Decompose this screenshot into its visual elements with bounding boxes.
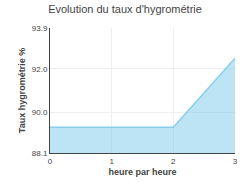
- svg-text:2: 2: [171, 157, 176, 166]
- svg-text:Taux hygrométrie %: Taux hygrométrie %: [17, 48, 27, 133]
- svg-text:88.1: 88.1: [32, 149, 48, 158]
- svg-text:93.9: 93.9: [32, 24, 48, 33]
- svg-text:0: 0: [48, 157, 53, 166]
- svg-text:3: 3: [233, 157, 238, 166]
- svg-text:90.0: 90.0: [32, 108, 48, 117]
- svg-text:1: 1: [109, 157, 114, 166]
- svg-text:92.0: 92.0: [32, 65, 48, 74]
- svg-text:heure par heure: heure par heure: [108, 167, 176, 177]
- svg-text:Evolution du taux d'hygrométri: Evolution du taux d'hygrométrie: [48, 3, 202, 15]
